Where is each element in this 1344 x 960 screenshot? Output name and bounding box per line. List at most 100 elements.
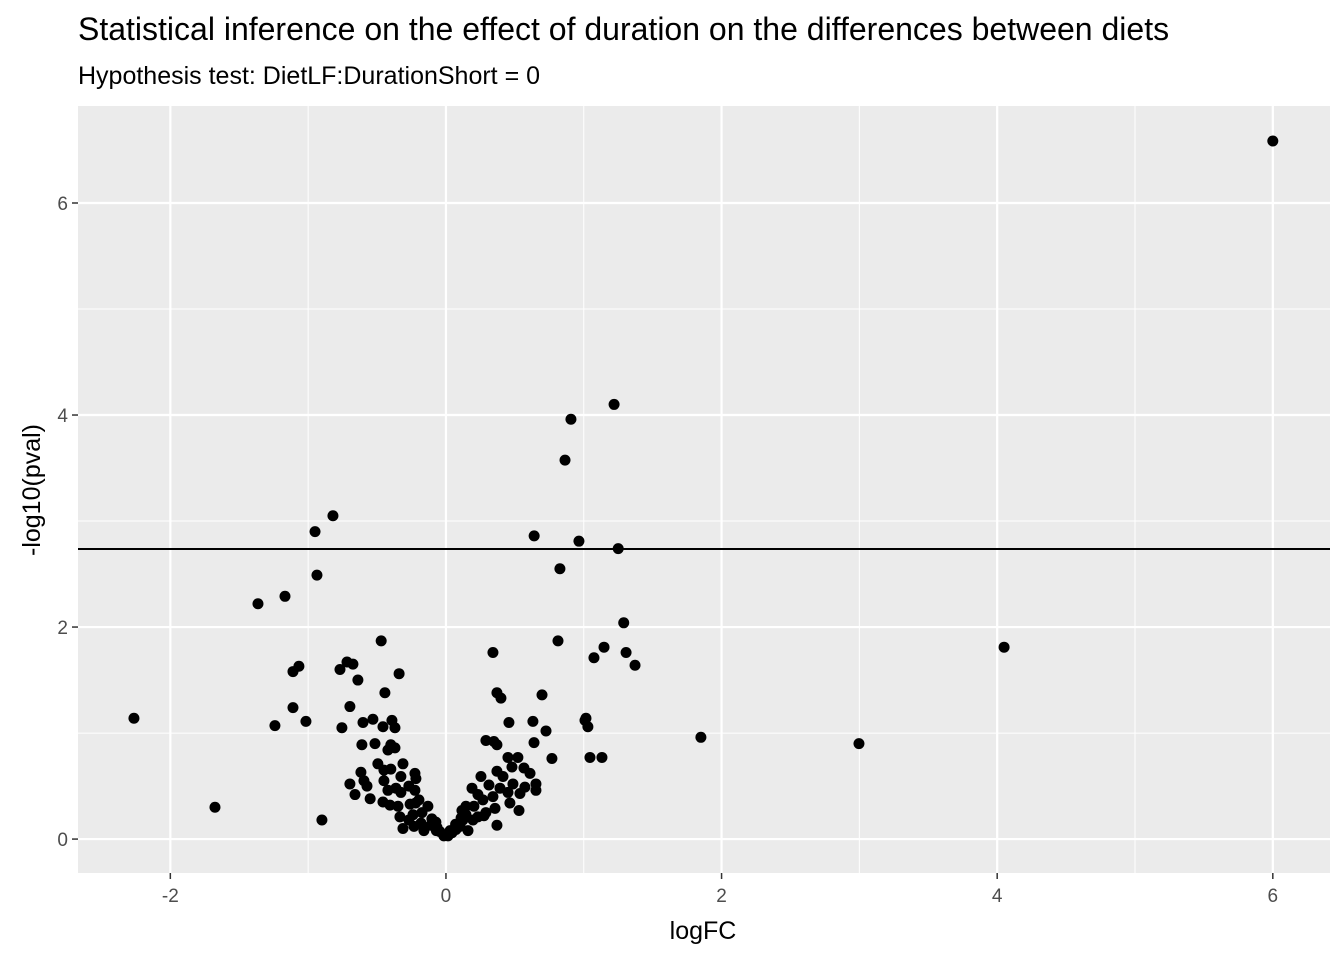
point bbox=[462, 825, 474, 837]
point bbox=[552, 635, 564, 647]
point bbox=[483, 779, 495, 791]
point bbox=[608, 398, 620, 410]
point bbox=[287, 666, 299, 678]
chart-title: Statistical inference on the effect of d… bbox=[78, 11, 1169, 47]
point bbox=[395, 771, 407, 783]
point bbox=[527, 715, 539, 727]
point bbox=[573, 535, 585, 547]
plot-panel bbox=[78, 106, 1330, 873]
x-tick-label: 2 bbox=[716, 886, 727, 907]
point bbox=[514, 787, 526, 799]
point bbox=[389, 742, 401, 754]
point bbox=[355, 766, 367, 778]
point bbox=[536, 689, 548, 701]
point bbox=[309, 526, 321, 538]
y-tick-label: 2 bbox=[57, 618, 68, 639]
y-axis-title: -log10(pval) bbox=[18, 424, 46, 556]
point bbox=[618, 617, 630, 629]
point bbox=[468, 800, 480, 812]
point bbox=[349, 789, 361, 801]
point bbox=[407, 809, 419, 821]
point bbox=[480, 734, 492, 746]
point bbox=[580, 712, 592, 724]
point bbox=[410, 797, 422, 809]
point bbox=[252, 598, 264, 610]
point bbox=[379, 687, 391, 699]
point bbox=[620, 646, 632, 658]
point bbox=[395, 786, 407, 798]
point bbox=[356, 739, 368, 751]
point bbox=[334, 663, 346, 675]
point bbox=[287, 702, 299, 714]
point bbox=[344, 701, 356, 713]
x-tick-label: 6 bbox=[1268, 886, 1279, 907]
point bbox=[491, 819, 503, 831]
point bbox=[513, 804, 525, 816]
point bbox=[506, 761, 518, 773]
point bbox=[504, 797, 516, 809]
point bbox=[512, 751, 524, 763]
point bbox=[495, 692, 507, 704]
point bbox=[588, 652, 600, 664]
point bbox=[1267, 135, 1279, 147]
point bbox=[497, 771, 509, 783]
point bbox=[554, 563, 566, 575]
point bbox=[364, 793, 376, 805]
point bbox=[998, 641, 1010, 653]
point bbox=[565, 413, 577, 425]
point bbox=[584, 751, 596, 763]
point bbox=[408, 820, 420, 832]
point bbox=[377, 721, 389, 733]
point bbox=[397, 822, 409, 834]
point bbox=[279, 590, 291, 602]
point bbox=[367, 713, 379, 725]
point bbox=[487, 791, 499, 803]
point bbox=[378, 775, 390, 787]
point bbox=[475, 771, 487, 783]
point bbox=[347, 658, 359, 670]
y-tick-label: 0 bbox=[57, 830, 68, 851]
x-tick-label: 4 bbox=[992, 886, 1003, 907]
point bbox=[629, 659, 641, 671]
point bbox=[598, 641, 610, 653]
point bbox=[489, 802, 501, 814]
point bbox=[430, 825, 442, 837]
point bbox=[394, 811, 406, 823]
point bbox=[369, 738, 381, 750]
point bbox=[540, 725, 552, 737]
point bbox=[316, 814, 328, 826]
point bbox=[422, 800, 434, 812]
point bbox=[209, 801, 221, 813]
point bbox=[410, 773, 422, 785]
point bbox=[528, 530, 540, 542]
x-tick-label: -2 bbox=[162, 886, 179, 907]
point bbox=[392, 800, 404, 812]
point bbox=[389, 722, 401, 734]
point bbox=[375, 635, 387, 647]
point bbox=[487, 646, 499, 658]
point bbox=[382, 784, 394, 796]
point bbox=[546, 753, 558, 765]
point bbox=[502, 786, 514, 798]
point bbox=[559, 454, 571, 466]
point bbox=[385, 763, 397, 775]
point bbox=[695, 731, 707, 743]
point bbox=[352, 674, 364, 686]
point bbox=[336, 722, 348, 734]
x-axis-title: logFC bbox=[670, 917, 737, 945]
point bbox=[269, 720, 281, 732]
chart-subtitle: Hypothesis test: DietLF:DurationShort = … bbox=[78, 62, 540, 90]
y-tick-label: 6 bbox=[57, 194, 68, 215]
point bbox=[397, 758, 409, 770]
point bbox=[409, 784, 421, 796]
point bbox=[596, 751, 608, 763]
point bbox=[357, 716, 369, 728]
point bbox=[528, 737, 540, 749]
point bbox=[503, 716, 515, 728]
point bbox=[300, 715, 312, 727]
point bbox=[507, 778, 519, 790]
point bbox=[477, 794, 489, 806]
point bbox=[327, 510, 339, 522]
point bbox=[426, 813, 438, 825]
